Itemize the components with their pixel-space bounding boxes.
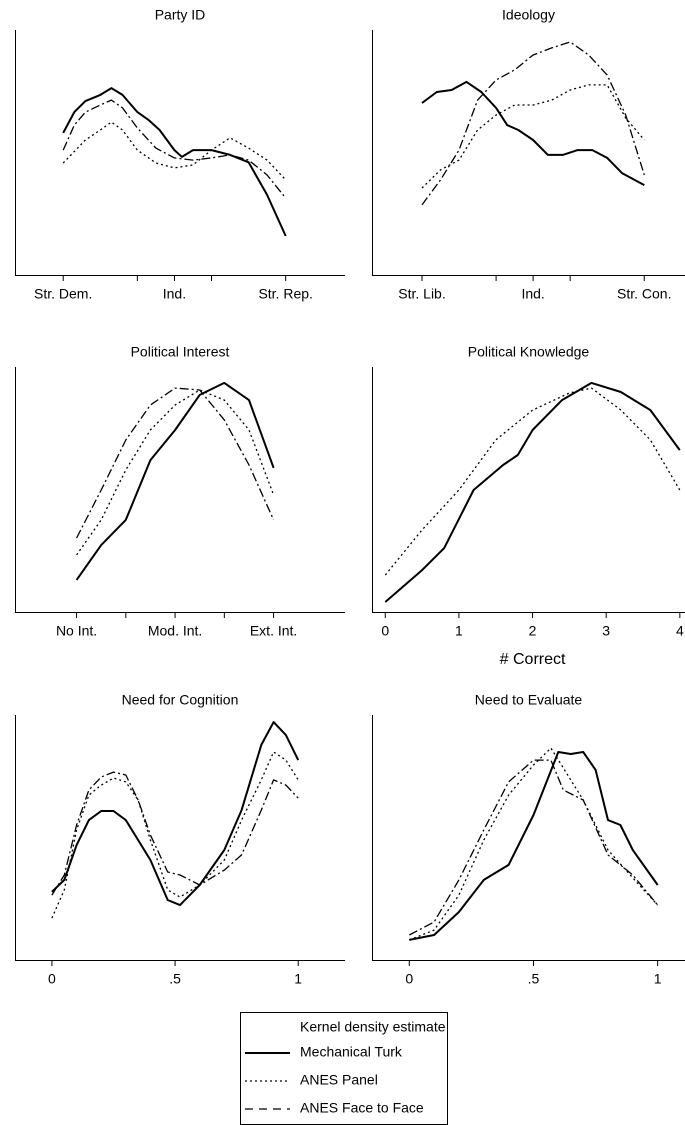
x-tick-label: Mod. Int.: [148, 623, 202, 639]
panel-title: Political Knowledge: [468, 344, 590, 360]
panel-title: Ideology: [502, 7, 555, 23]
x-tick-label: .5: [169, 971, 181, 987]
density-line: [421, 41, 645, 206]
density-line: [75, 381, 275, 581]
x-tick-label: Str. Rep.: [258, 286, 312, 302]
density-line: [421, 84, 645, 189]
density-line: [384, 381, 681, 603]
x-tick-label: Str. Lib.: [398, 286, 445, 302]
panel-title: Need to Evaluate: [475, 692, 583, 708]
density-line: [421, 80, 645, 186]
panel-title: Political Interest: [131, 344, 230, 360]
density-line: [62, 99, 287, 199]
x-tick-label: Str. Dem.: [34, 286, 92, 302]
x-axis-label: # Correct: [500, 651, 566, 668]
legend-label: ANES Face to Face: [300, 1100, 424, 1116]
x-tick-label: 4: [676, 623, 684, 639]
density-line: [76, 387, 275, 539]
x-tick-label: Str. Con.: [617, 286, 671, 302]
x-tick-label: .5: [528, 971, 540, 987]
density-line: [62, 87, 287, 237]
x-tick-label: 0: [48, 971, 56, 987]
legend-label: Mechanical Turk: [300, 1044, 403, 1060]
x-tick-label: 0: [381, 623, 389, 639]
x-tick-label: 1: [455, 623, 463, 639]
density-line: [51, 721, 300, 907]
density-line: [409, 747, 659, 941]
x-tick-label: Ext. Int.: [250, 623, 297, 639]
x-tick-label: Ind.: [521, 286, 544, 302]
density-line: [409, 751, 659, 941]
density-line: [76, 389, 275, 556]
density-line: [408, 759, 659, 936]
x-tick-label: Ind.: [163, 286, 186, 302]
panel-title: Need for Cognition: [122, 692, 239, 708]
density-line: [51, 751, 299, 919]
panel-title: Party ID: [155, 7, 206, 23]
x-tick-label: 1: [294, 971, 302, 987]
x-tick-label: 1: [654, 971, 662, 987]
legend-label: ANES Panel: [300, 1072, 378, 1088]
x-tick-label: 3: [602, 623, 610, 639]
density-line: [51, 771, 299, 896]
density-line: [384, 387, 681, 576]
x-tick-label: No Int.: [56, 623, 97, 639]
legend-title: Kernel density estimate: [300, 1019, 446, 1035]
density-line: [62, 121, 287, 181]
x-tick-label: 2: [529, 623, 537, 639]
x-tick-label: 0: [405, 971, 413, 987]
